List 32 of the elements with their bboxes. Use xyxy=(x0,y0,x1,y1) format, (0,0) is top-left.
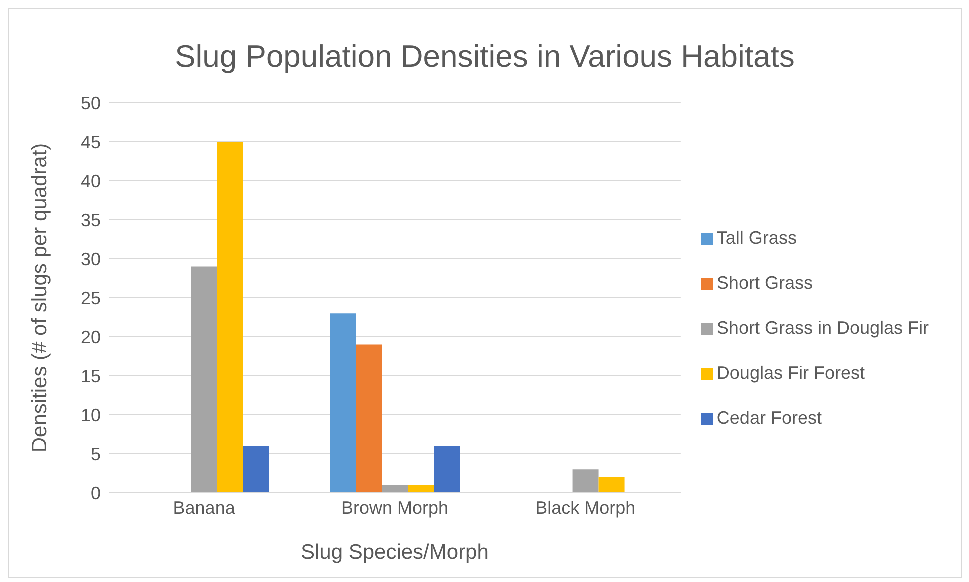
y-tick-label: 50 xyxy=(80,93,101,114)
x-axis-title: Slug Species/Morph xyxy=(300,541,489,564)
y-tick-label: 25 xyxy=(80,288,101,308)
y-tick-label: 15 xyxy=(80,366,101,386)
x-tick-label: Banana xyxy=(173,498,236,518)
y-tick-label: 0 xyxy=(90,483,101,504)
bar xyxy=(598,477,625,493)
x-tick-label: Black Morph xyxy=(536,498,636,518)
y-tick-label: 35 xyxy=(80,210,101,230)
bar xyxy=(244,446,270,493)
x-tick-label: Brown Morph xyxy=(341,498,448,518)
y-tick-label: 40 xyxy=(80,171,101,192)
legend-label: Douglas Fir Forest xyxy=(716,362,865,382)
legend-label: Tall Grass xyxy=(716,228,797,248)
bar xyxy=(192,266,218,493)
bar xyxy=(356,344,382,493)
bar xyxy=(572,470,599,493)
legend-label: Cedar Forest xyxy=(716,408,822,428)
bar xyxy=(218,142,244,493)
y-tick-label: 45 xyxy=(80,132,101,152)
y-tick-label: 30 xyxy=(80,249,101,270)
bar xyxy=(330,314,356,493)
legend-label: Short Grass in Douglas Fir xyxy=(716,318,929,338)
chart-title: Slug Population Densities in Various Habitats xyxy=(174,39,796,76)
bar xyxy=(408,485,434,493)
y-tick-label: 20 xyxy=(80,327,101,348)
bar xyxy=(382,485,408,493)
y-axis-title: Densities (# of slugs per quadrat) xyxy=(28,143,52,453)
y-tick-label: 10 xyxy=(80,405,101,426)
y-tick-label: 5 xyxy=(90,444,101,464)
bar xyxy=(434,446,460,493)
legend-label: Short Grass xyxy=(716,272,813,292)
